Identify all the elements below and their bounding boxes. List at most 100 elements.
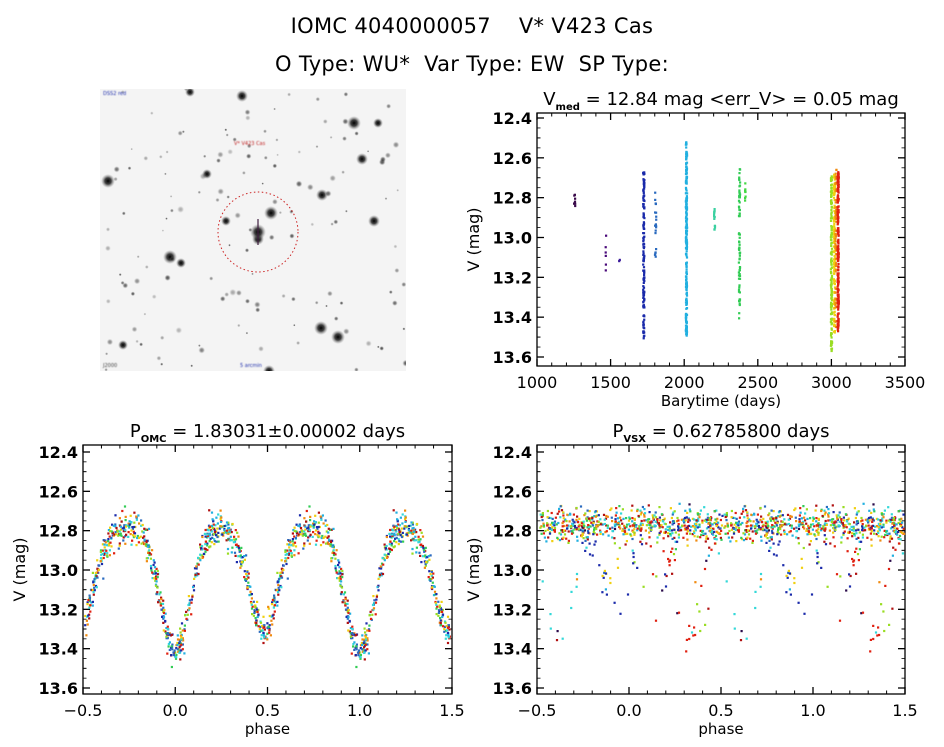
data-point — [559, 516, 562, 519]
data-point — [102, 556, 105, 560]
data-point — [541, 580, 544, 583]
data-point — [378, 567, 381, 570]
data-point — [257, 608, 260, 612]
data-point — [309, 533, 312, 536]
data-point — [217, 531, 220, 534]
data-point — [567, 541, 570, 544]
data-point — [212, 520, 215, 523]
data-point — [129, 533, 132, 536]
data-point — [833, 267, 836, 270]
data-point — [737, 530, 740, 533]
data-point — [834, 257, 838, 260]
data-point — [147, 527, 151, 530]
data-point — [444, 637, 447, 640]
data-point — [569, 525, 572, 528]
data-point — [738, 208, 741, 211]
title-main: P — [130, 421, 141, 442]
data-point — [178, 641, 181, 644]
data-point — [582, 523, 585, 526]
data-point — [393, 532, 396, 535]
star — [273, 107, 276, 111]
data-point — [631, 524, 634, 527]
data-point — [260, 637, 263, 640]
data-point — [245, 554, 248, 557]
data-point — [272, 617, 275, 620]
data-point — [288, 546, 291, 549]
data-point — [102, 577, 105, 580]
data-point — [756, 523, 759, 526]
data-point — [837, 209, 840, 212]
data-point — [744, 188, 747, 191]
data-point — [569, 513, 572, 516]
data-point — [738, 201, 741, 204]
data-point — [243, 576, 246, 579]
data-point — [685, 195, 688, 198]
data-point — [698, 523, 701, 526]
data-point — [141, 523, 144, 527]
star — [297, 150, 302, 154]
data-point — [830, 232, 833, 235]
data-point — [344, 608, 348, 611]
data-point — [834, 245, 837, 248]
data-point — [631, 520, 634, 523]
data-point — [407, 529, 410, 532]
data-point — [193, 567, 197, 570]
data-point — [573, 528, 576, 531]
data-point — [867, 528, 870, 531]
data-point — [879, 539, 882, 542]
data-point — [613, 537, 616, 540]
star — [219, 295, 226, 302]
data-point — [133, 535, 136, 538]
data-point — [547, 536, 550, 539]
data-point — [104, 541, 107, 544]
data-point — [146, 539, 149, 542]
data-point — [648, 527, 652, 530]
data-point — [263, 624, 266, 627]
data-point — [580, 521, 583, 524]
data-point — [253, 611, 256, 614]
data-point — [846, 537, 849, 540]
data-point — [897, 542, 901, 545]
data-point — [733, 613, 736, 616]
data-point — [606, 524, 609, 527]
data-point — [248, 594, 251, 597]
data-point — [861, 533, 864, 536]
data-point — [420, 561, 423, 564]
data-point — [128, 520, 131, 523]
data-point — [310, 524, 313, 527]
data-point — [684, 200, 687, 203]
data-point — [871, 518, 874, 521]
data-point — [206, 533, 209, 536]
data-point — [707, 607, 710, 610]
data-point — [377, 589, 380, 592]
data-point — [580, 522, 583, 525]
plot-frame — [536, 444, 906, 695]
object-type-line: O Type: WU* Var Type: EW SP Type: — [275, 52, 669, 76]
data-point — [643, 298, 646, 301]
data-point — [166, 652, 169, 655]
data-point — [845, 520, 849, 523]
data-point — [840, 521, 843, 524]
x-tick-label: 0.5 — [255, 701, 280, 720]
data-point — [640, 543, 644, 546]
data-point — [178, 640, 181, 643]
data-point — [590, 521, 593, 524]
data-point — [639, 534, 642, 537]
data-point — [270, 603, 274, 606]
data-point — [412, 526, 415, 530]
data-point — [326, 541, 329, 544]
data-point — [108, 554, 111, 557]
data-point — [240, 562, 243, 566]
data-point — [902, 513, 905, 516]
data-point — [563, 529, 566, 532]
y-tick-label: 13.0 — [39, 561, 78, 580]
data-point — [397, 543, 400, 546]
data-point — [595, 523, 598, 527]
data-point — [404, 520, 407, 523]
star — [356, 153, 368, 165]
data-point — [837, 240, 840, 243]
data-point — [654, 223, 657, 226]
data-point — [112, 524, 115, 527]
data-point — [212, 533, 215, 536]
data-point — [123, 505, 127, 508]
